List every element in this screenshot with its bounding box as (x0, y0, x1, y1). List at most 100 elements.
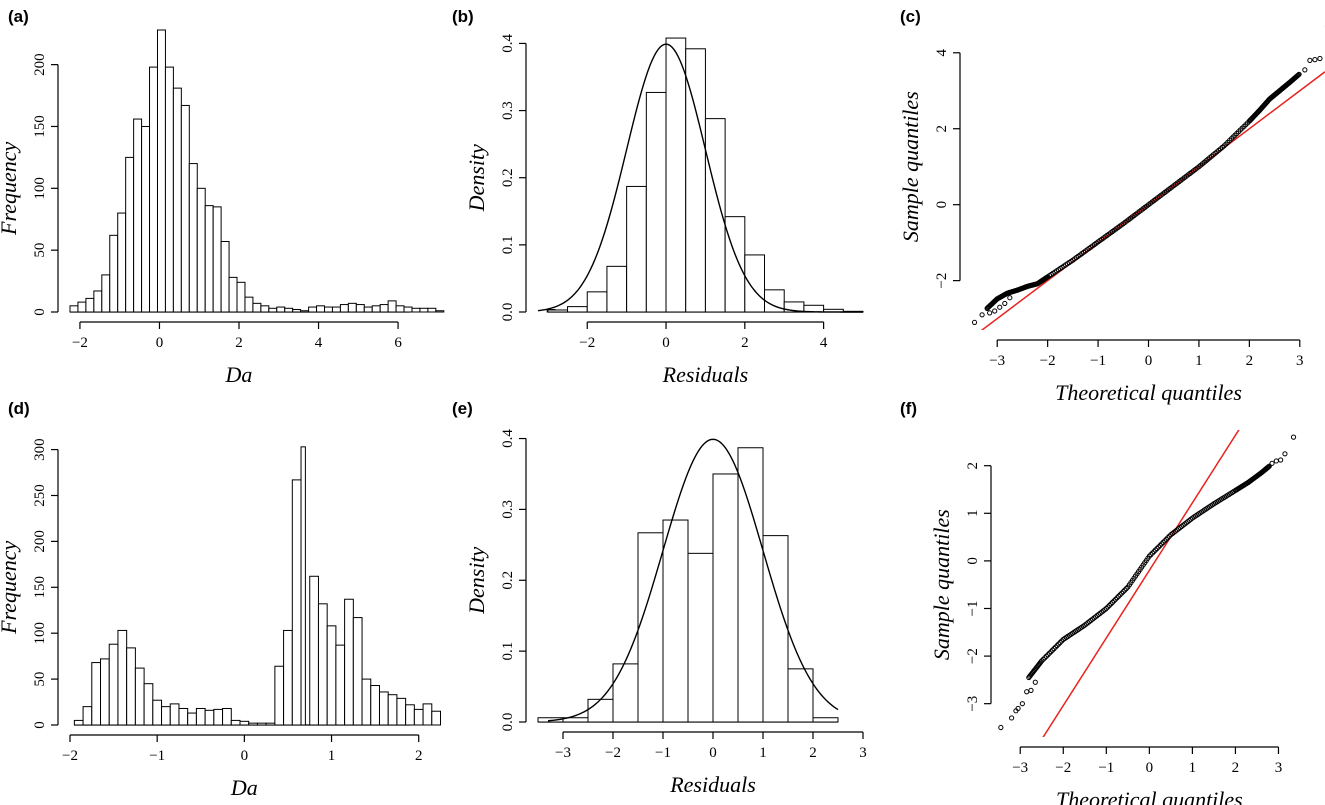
y-axis-title: Frequency (0, 141, 21, 235)
qq-point (1009, 715, 1015, 721)
y-tick-label: 4 (934, 49, 950, 57)
panel-label: (e) (452, 399, 473, 418)
histogram-bar (100, 658, 110, 726)
x-tick-label: 2 (415, 748, 423, 764)
normal-density-curve (547, 438, 839, 722)
histogram-bar (586, 291, 608, 313)
histogram-bar (117, 629, 128, 726)
qq-point (1278, 457, 1284, 463)
qq-point (1007, 295, 1013, 301)
x-tick-label: 1 (759, 745, 767, 761)
qq-point (1302, 67, 1308, 73)
histogram-bar (164, 66, 174, 313)
histogram-bar (422, 703, 433, 726)
histogram-bar (220, 241, 230, 313)
histogram-bar (252, 302, 262, 313)
histogram-bar (268, 307, 278, 313)
histogram-bar (244, 296, 254, 313)
y-tick-label: 1 (965, 510, 981, 518)
x-tick-label: 2 (1232, 760, 1240, 776)
histogram-bar (73, 719, 84, 726)
histogram-bar (109, 234, 119, 313)
histogram-bar (687, 552, 714, 723)
histogram-bar (612, 663, 639, 723)
y-tick-label: −3 (965, 696, 981, 712)
y-tick-label: 0.1 (500, 642, 516, 661)
histogram-bar (370, 685, 380, 726)
x-tick-label: 1 (1195, 353, 1203, 369)
x-tick-label: 0 (709, 745, 717, 761)
histogram-bar (292, 309, 302, 313)
histogram-bar (265, 722, 276, 726)
x-tick-label: 2 (235, 335, 243, 351)
y-tick-label: 2 (965, 462, 981, 470)
y-tick-label: 0.1 (500, 235, 516, 254)
histogram-bar (230, 719, 241, 726)
histogram-bar (274, 665, 285, 726)
panel-label: (a) (8, 7, 29, 26)
histogram-bar (685, 48, 706, 313)
histogram-bar (309, 575, 319, 726)
histogram-bar (712, 473, 739, 723)
histogram-bar (413, 708, 424, 726)
y-tick-label: 0 (965, 557, 981, 565)
qq-point (1032, 679, 1038, 685)
y-axis-title: Sample quantiles (929, 509, 954, 660)
histogram-bar (172, 87, 182, 313)
y-tick-label: 0 (32, 308, 48, 316)
qq-point (1266, 463, 1272, 469)
x-tick-label: −3 (555, 745, 571, 761)
histogram-bar (212, 206, 222, 313)
histogram-bar (352, 617, 363, 726)
histogram-bar (316, 305, 326, 313)
x-tick-label: 2 (1246, 353, 1254, 369)
histogram-bar (387, 300, 397, 313)
histogram-bar (724, 216, 746, 313)
histogram-bar (737, 447, 764, 723)
qq-point (1296, 71, 1302, 77)
qq-point (1295, 72, 1301, 78)
histogram-bar (427, 307, 437, 313)
x-tick-label: 4 (820, 335, 828, 351)
x-tick-label: 2 (741, 335, 749, 351)
x-tick-label: 2 (809, 745, 817, 761)
x-tick-label: 0 (156, 335, 164, 351)
histogram-bar (326, 625, 337, 726)
histogram-bar (117, 212, 127, 313)
x-tick-label: −2 (62, 748, 78, 764)
y-axis-title: Frequency (0, 540, 21, 634)
panel-label: (c) (900, 7, 921, 26)
x-tick-label: 0 (1146, 760, 1154, 776)
histogram-bar (169, 703, 180, 726)
histogram-bar (196, 187, 206, 313)
x-tick-label: −1 (655, 745, 671, 761)
x-tick-label: −3 (989, 353, 1005, 369)
histogram-bar (239, 720, 250, 726)
histogram-bar (405, 704, 415, 726)
x-axis-title: Residuals (662, 362, 749, 387)
x-tick-label: 3 (1275, 760, 1283, 776)
panel-label: (d) (8, 399, 30, 418)
histogram-bar (361, 678, 372, 726)
histogram-bar (379, 304, 389, 313)
x-tick-label: −2 (579, 335, 595, 351)
x-axis-title: Residuals (669, 772, 756, 797)
x-tick-label: 3 (1296, 353, 1304, 369)
x-tick-label: −1 (1090, 353, 1106, 369)
histogram-bar (85, 297, 95, 313)
histogram-bar (156, 29, 166, 313)
y-tick-label: −2 (934, 273, 950, 289)
panel-b: (b) −2 0 2 4 0.0 0.1 0.2 0.3 0.4 Residuals Density (452, 7, 864, 387)
histogram-bar (149, 66, 158, 313)
histogram-bar (236, 281, 246, 313)
y-tick-label: 2 (934, 125, 950, 133)
x-tick-label: 0 (241, 748, 249, 764)
panel-d: (d) −2 −1 0 1 2 0 50 100 150 200 250 300 Da Frequency (0, 399, 442, 800)
y-tick-label: 150 (32, 576, 48, 599)
histogram-bar (125, 156, 135, 313)
panel-label: (f) (900, 399, 917, 418)
histogram-bar (101, 274, 111, 313)
y-tick-label: 0.0 (500, 713, 516, 732)
histogram-bar (300, 310, 310, 313)
